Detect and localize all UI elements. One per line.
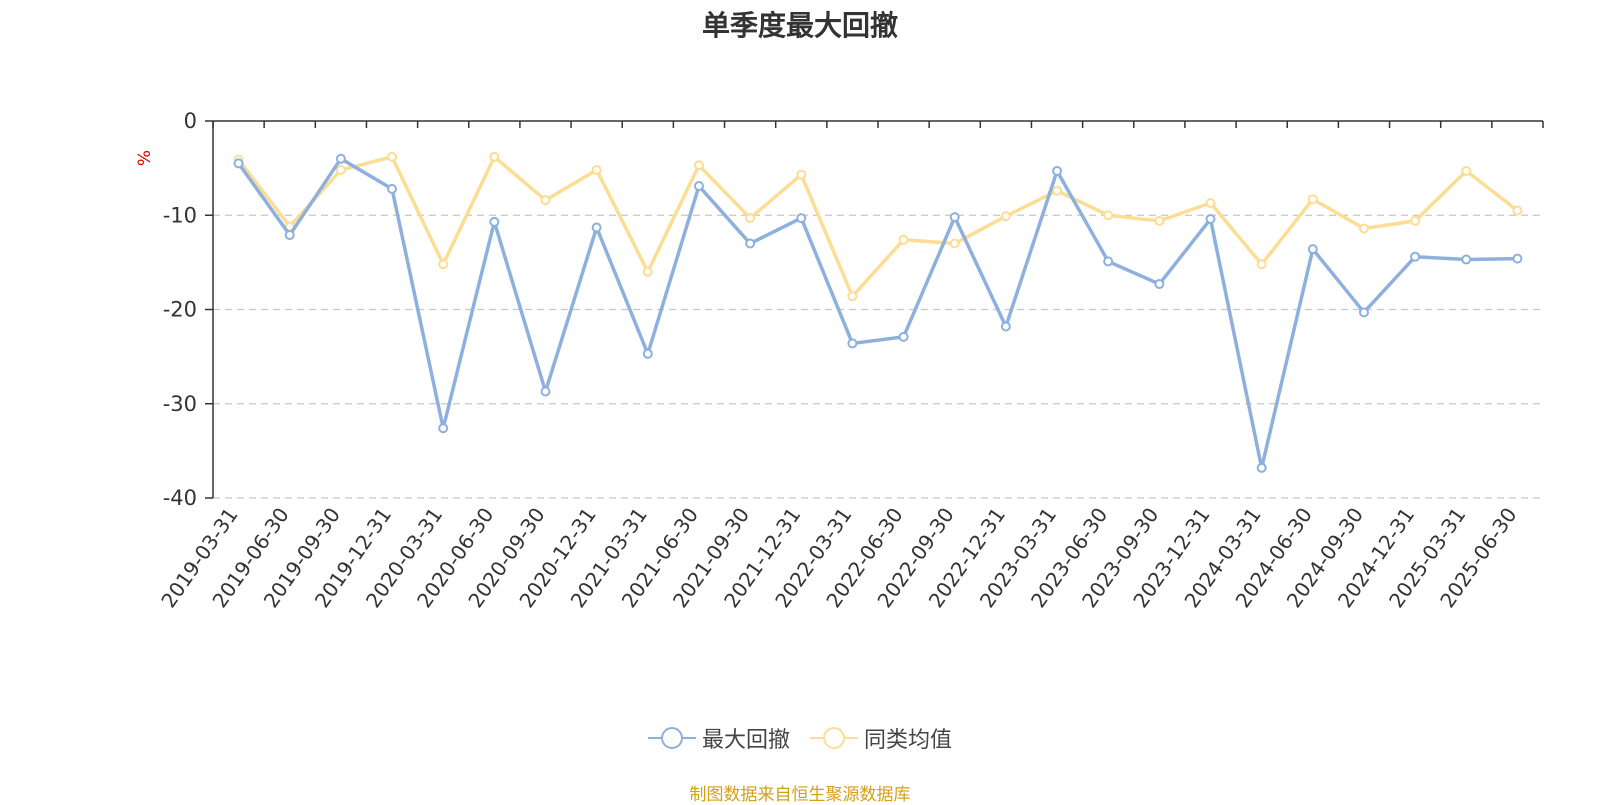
grid-layer [213, 214, 1543, 499]
data-point-0 [335, 153, 346, 164]
legend-item-series-0[interactable]: 最大回撤 [647, 722, 790, 754]
data-point-0 [898, 331, 909, 342]
legend-marker-icon [810, 727, 858, 749]
data-point-0 [591, 222, 602, 233]
data-point-1 [693, 160, 704, 171]
data-point-1 [1103, 210, 1114, 221]
data-point-1 [1052, 185, 1063, 196]
series-line-1 [237, 155, 1519, 299]
data-point-0 [1358, 307, 1369, 318]
axis-layer: 0-10-20-30-402019-03-312019-06-302019-09… [156, 109, 1544, 612]
data-point-0 [1205, 214, 1216, 225]
y-tick-label: -10 [163, 203, 197, 227]
data-point-1 [489, 151, 500, 162]
data-point-0 [284, 230, 295, 241]
data-point-0 [1410, 251, 1421, 262]
data-point-1 [642, 266, 653, 277]
data-point-0 [233, 158, 244, 169]
data-point-1 [1358, 223, 1369, 234]
y-tick-label: -40 [163, 486, 197, 510]
legend-item-series-1[interactable]: 同类均值 [810, 722, 952, 754]
data-point-0 [642, 348, 653, 359]
data-point-0 [489, 216, 500, 227]
data-point-0 [693, 181, 704, 192]
data-point-1 [1410, 215, 1421, 226]
data-point-1 [796, 169, 807, 180]
data-point-1 [1256, 259, 1267, 270]
y-axis-unit-label: % [135, 150, 155, 166]
data-point-0 [1256, 462, 1267, 473]
legend: 最大回撤 同类均值 [0, 722, 1600, 754]
data-point-0 [796, 213, 807, 224]
y-tick-label: 0 [184, 109, 197, 133]
data-point-0 [1461, 254, 1472, 265]
footer-source-note: 制图数据来自恒生聚源数据库 [689, 785, 911, 805]
legend-label: 同类均值 [864, 728, 953, 753]
data-point-1 [1461, 165, 1472, 176]
data-point-0 [438, 423, 449, 434]
data-point-0 [1103, 256, 1114, 267]
data-point-0 [1000, 321, 1011, 332]
legend-label: 最大回撤 [701, 728, 790, 753]
data-point-1 [540, 195, 551, 206]
data-point-1 [1000, 211, 1011, 222]
data-point-1 [847, 291, 858, 302]
data-point-0 [745, 238, 756, 249]
y-tick-label: -20 [163, 298, 197, 322]
data-point-1 [898, 234, 909, 245]
data-point-1 [1154, 215, 1165, 226]
chart-title: 单季度最大回撤 [701, 9, 898, 42]
data-point-1 [591, 165, 602, 176]
data-point-1 [387, 151, 398, 162]
data-point-1 [1205, 197, 1216, 208]
data-point-0 [540, 386, 551, 397]
data-point-1 [438, 259, 449, 270]
series-line-0 [237, 156, 1518, 470]
data-point-0 [847, 338, 858, 349]
data-point-0 [1307, 244, 1318, 255]
data-point-0 [1512, 253, 1523, 264]
data-point-0 [949, 212, 960, 223]
data-point-0 [1154, 279, 1165, 290]
data-point-1 [745, 213, 756, 224]
data-point-1 [949, 238, 960, 249]
y-tick-label: -30 [163, 392, 197, 416]
series-layer [233, 151, 1523, 473]
legend-marker-icon [647, 727, 696, 749]
data-point-0 [387, 183, 398, 194]
data-point-0 [1052, 165, 1063, 176]
data-point-1 [335, 165, 346, 176]
data-point-1 [1512, 205, 1523, 216]
data-point-1 [1307, 194, 1318, 205]
